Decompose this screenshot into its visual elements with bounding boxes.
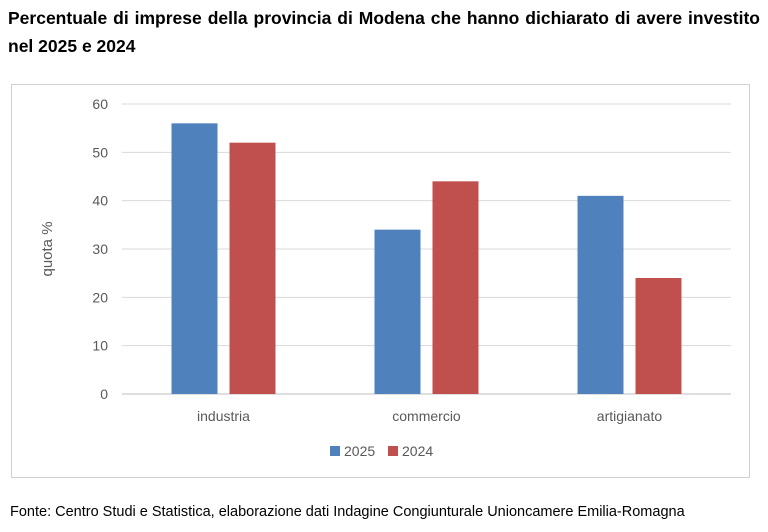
legend-label-2024: 2024 — [402, 443, 433, 459]
y-tick-label: 0 — [100, 386, 108, 402]
legend-label-2025: 2025 — [344, 443, 375, 459]
bar-2025-artigianato — [577, 195, 624, 394]
bar-2024-artigianato — [635, 278, 682, 394]
y-tick-label: 50 — [92, 144, 108, 160]
y-tick-label: 40 — [92, 193, 108, 209]
y-tick-label: 60 — [92, 96, 108, 112]
y-tick-label: 30 — [92, 241, 108, 257]
chart-title: Percentuale di imprese della provincia d… — [8, 8, 760, 56]
bar-2025-industria — [171, 123, 218, 394]
bar-2024-commercio — [432, 181, 479, 394]
legend-swatch-2024 — [388, 446, 398, 456]
y-axis-title: quota % — [39, 221, 56, 276]
bar-2024-industria — [229, 142, 276, 394]
bar-2025-commercio — [374, 229, 421, 394]
y-tick-label: 20 — [92, 289, 108, 305]
bar-chart: 0 10 20 30 40 50 60 quota % industria commercio ar… — [11, 84, 750, 478]
legend-swatch-2025 — [330, 446, 340, 456]
y-tick-label: 10 — [92, 338, 108, 354]
source-note: Fonte: Centro Studi e Statistica, elabor… — [10, 504, 685, 520]
x-tick-label: commercio — [392, 408, 461, 424]
x-tick-label: industria — [197, 408, 250, 424]
x-tick-label: artigianato — [597, 408, 663, 424]
